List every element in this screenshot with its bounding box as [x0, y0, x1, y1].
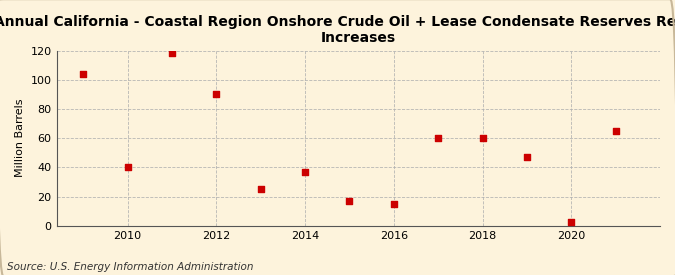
Point	[255, 187, 266, 192]
Point	[433, 136, 443, 141]
Point	[167, 51, 178, 56]
Point	[300, 170, 310, 174]
Point	[477, 136, 488, 141]
Point	[522, 155, 533, 160]
Y-axis label: Million Barrels: Million Barrels	[15, 99, 25, 177]
Point	[122, 165, 133, 170]
Point	[610, 129, 621, 133]
Point	[566, 219, 576, 224]
Point	[78, 72, 88, 76]
Point	[211, 92, 221, 97]
Text: Source: U.S. Energy Information Administration: Source: U.S. Energy Information Administ…	[7, 262, 253, 272]
Point	[344, 199, 355, 203]
Title: Annual California - Coastal Region Onshore Crude Oil + Lease Condensate Reserves: Annual California - Coastal Region Onsho…	[0, 15, 675, 45]
Point	[388, 202, 399, 206]
